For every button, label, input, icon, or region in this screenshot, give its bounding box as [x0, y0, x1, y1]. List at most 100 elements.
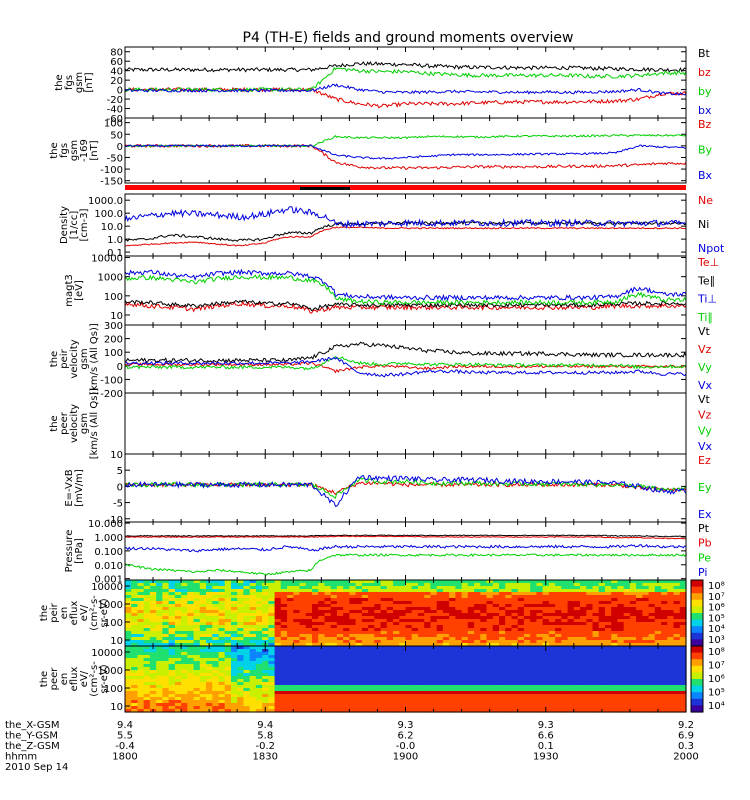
spectrogram-cell	[561, 592, 569, 596]
spectrogram-cell	[187, 604, 195, 608]
spectrogram-cell	[461, 619, 469, 623]
spectrogram-cell	[181, 595, 188, 599]
spectrogram-cell	[305, 688, 313, 692]
spectrogram-cell	[405, 652, 413, 656]
spectrogram-cell	[598, 625, 606, 629]
spectrogram-cell	[517, 619, 525, 623]
spectrogram-cell	[530, 619, 537, 623]
spectrogram-cell	[143, 688, 151, 692]
spectrogram-cell	[455, 643, 463, 647]
spectrogram-cell	[336, 628, 344, 632]
spectrogram-cell	[480, 616, 488, 620]
spectrogram-cell	[405, 697, 413, 701]
spectrogram-cell	[586, 709, 594, 713]
spectrogram-cell	[418, 643, 425, 647]
spectrogram-cell	[305, 625, 313, 629]
colorbar-band	[691, 593, 703, 596]
spectrogram-cell	[586, 700, 594, 704]
spectrogram-cell	[430, 649, 438, 653]
spectrogram-cell	[555, 640, 562, 644]
spectrogram-cell	[125, 619, 132, 623]
spectrogram-cell	[499, 610, 506, 614]
spectrogram-cell	[125, 595, 132, 599]
spectrogram-cell	[168, 703, 176, 707]
spectrogram-cell	[436, 646, 444, 650]
spectrogram-cell	[299, 658, 307, 662]
spectrogram-cell	[573, 688, 581, 692]
spectrogram-cell	[430, 673, 438, 677]
spectrogram-cell	[586, 598, 594, 602]
spectrogram-cell	[324, 625, 332, 629]
spectrogram-cell	[642, 655, 650, 659]
spectrogram-cell	[436, 703, 444, 707]
spectrogram-cell	[405, 625, 413, 629]
spectrogram-cell	[636, 652, 643, 656]
spectrogram-cell	[536, 595, 544, 599]
ylabel-line: magt3	[64, 274, 75, 307]
spectrogram-cell	[505, 643, 512, 647]
spectrogram-cell	[293, 709, 301, 713]
y-tick-label: 10	[110, 311, 123, 322]
spectrogram-cell	[149, 640, 157, 644]
y-tick-label: -100	[100, 375, 123, 386]
spectrogram-cell	[555, 610, 562, 614]
spectrogram-cell	[368, 598, 375, 602]
spectrogram-cell	[168, 709, 176, 713]
spectrogram-cell	[380, 592, 388, 596]
ylabel-line: peer	[49, 667, 60, 691]
spectrogram-cell	[492, 616, 500, 620]
ylabel-line: the	[39, 605, 50, 621]
legend-label: Vt	[698, 393, 711, 406]
spectrogram-cell	[474, 634, 481, 638]
spectrogram-cell	[156, 667, 163, 671]
spectrogram-cell	[355, 688, 363, 692]
spectrogram-cell	[174, 640, 182, 644]
ephem-value: -0.4	[115, 741, 135, 752]
spectrogram-cell	[212, 604, 220, 608]
spectrogram-cell	[274, 706, 282, 710]
spectrogram-cell	[573, 607, 581, 611]
spectrogram-cell	[268, 667, 276, 671]
spectrogram-cell	[231, 652, 238, 656]
spectrogram-cell	[312, 580, 319, 584]
spectrogram-cell	[399, 670, 407, 674]
spectrogram-cell	[318, 703, 325, 707]
spectrogram-cell	[255, 583, 263, 587]
spectrogram-cell	[143, 640, 151, 644]
spectrogram-cell	[137, 610, 145, 614]
spectrogram-cell	[661, 601, 668, 605]
spectrogram-cell	[174, 694, 182, 698]
spectrogram-cell	[467, 688, 475, 692]
spectrogram-cell	[511, 709, 519, 713]
spectrogram-cell	[181, 679, 188, 683]
colorbar-band	[691, 619, 703, 623]
spectrogram-cell	[355, 646, 363, 650]
spectrogram-cell	[467, 646, 475, 650]
spectrogram-cell	[623, 673, 631, 677]
y-tick-label: 0.1	[107, 248, 123, 259]
spectrogram-cell	[399, 688, 407, 692]
spectrogram-cell	[436, 655, 444, 659]
spectrogram-cell	[679, 676, 687, 680]
spectrogram-cell	[573, 586, 581, 590]
spectrogram-cell	[156, 694, 163, 698]
spectrogram-cell	[548, 580, 556, 584]
spectrogram-cell	[374, 622, 382, 626]
spectrogram-cell	[467, 598, 475, 602]
spectrogram-cell	[480, 685, 488, 689]
spectrogram-cell	[361, 589, 369, 593]
spectrogram-cell	[436, 592, 444, 596]
spectrogram-cell	[224, 586, 232, 590]
spectrogram-cell	[598, 631, 606, 635]
spectrogram-cell	[199, 658, 207, 662]
spectrogram-cell	[642, 613, 650, 617]
spectrogram-cell	[361, 595, 369, 599]
spectrogram-cell	[336, 652, 344, 656]
spectrogram-cell	[499, 679, 506, 683]
spectrogram-cell	[474, 691, 481, 695]
spectrogram-cell	[542, 664, 550, 668]
spectrogram-cell	[499, 691, 506, 695]
spectrogram-cell	[492, 583, 500, 587]
spectrogram-cell	[523, 616, 531, 620]
